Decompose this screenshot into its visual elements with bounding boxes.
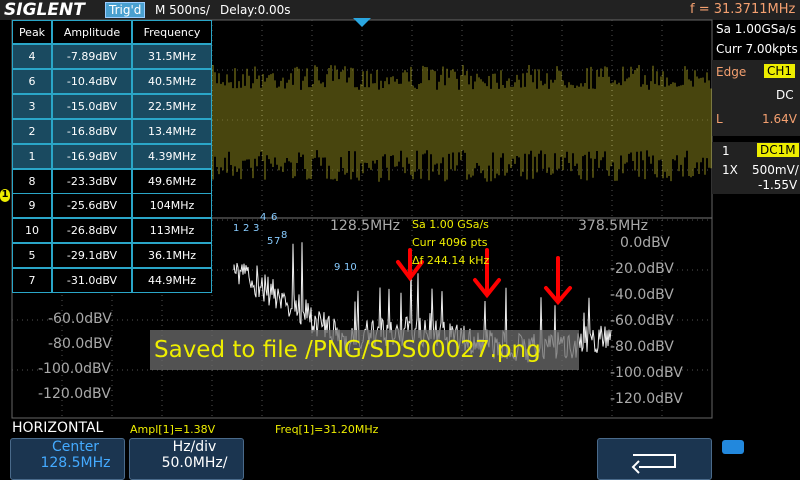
table-cell: -7.89dBV xyxy=(52,44,132,69)
table-cell: 4.39MHz xyxy=(132,143,212,169)
table-cell: -29.1dBV xyxy=(52,243,132,269)
table-cell: 49.6MHz xyxy=(132,168,212,194)
db-label: -120.0dBV xyxy=(38,386,111,402)
table-cell: 13.4MHz xyxy=(132,118,212,144)
db-label: -100.0dBV xyxy=(610,365,683,381)
peak-marker: 2 xyxy=(243,223,250,234)
vertical-offset: -1.55V xyxy=(758,178,798,192)
menu-title: HORIZONTAL xyxy=(12,420,104,436)
db-label: 0.0dBV xyxy=(620,235,670,251)
button-value: 50.0MHz/ xyxy=(161,455,228,471)
peak-marker: 8 xyxy=(281,230,288,241)
table-cell: -16.8dBV xyxy=(52,118,132,144)
db-label: -80.0dBV xyxy=(48,336,112,352)
trigger-level: 1.64V xyxy=(762,112,797,126)
fft-info: Δf 244.14 kHz xyxy=(412,254,490,267)
table-cell: 1 xyxy=(12,143,52,169)
trigger-position xyxy=(353,18,371,27)
table-cell: -26.8dBV xyxy=(52,218,132,244)
timebase: M 500ns/ xyxy=(155,3,210,17)
memory-depth: Curr 7.00kpts xyxy=(716,42,798,56)
table-cell: -10.4dBV xyxy=(52,68,132,94)
button-label: Center xyxy=(51,439,100,455)
table-cell: 44.9MHz xyxy=(132,268,212,294)
return-icon xyxy=(631,454,676,474)
delay: Delay:0.00s xyxy=(220,3,291,17)
db-label: -100.0dBV xyxy=(38,361,111,377)
table-cell: 7 xyxy=(12,268,52,294)
annotation-arrows xyxy=(396,248,572,306)
table-cell: 104MHz xyxy=(132,193,212,219)
trigger-coupling: DC xyxy=(776,88,794,102)
channel-marker: 1 xyxy=(0,189,10,202)
table-cell: -15.0dBV xyxy=(52,93,132,119)
db-label: -40.0dBV xyxy=(610,287,674,303)
table-header: Peak xyxy=(12,20,52,44)
fft-info: Sa 1.00 GSa/s xyxy=(412,218,489,231)
grid xyxy=(12,20,712,418)
peak-marker: 7 xyxy=(274,236,281,247)
table-cell: -23.3dBV xyxy=(52,168,132,194)
peak-marker: 9 xyxy=(334,262,341,273)
hzdiv-button[interactable]: Hz/div 50.0MHz/ xyxy=(129,438,244,480)
peak-marker: 3 xyxy=(253,223,260,234)
table-cell: 36.1MHz xyxy=(132,243,212,269)
table-cell: 2 xyxy=(12,118,52,144)
fft-info: Curr 4096 pts xyxy=(412,236,488,249)
waveform xyxy=(212,65,712,182)
freq-label: 378.5MHz xyxy=(578,218,649,234)
table-cell: 8 xyxy=(12,168,52,194)
center-button[interactable]: Center 128.5MHz xyxy=(10,438,125,480)
usb-icon[interactable] xyxy=(722,440,744,454)
trigger-type: Edge xyxy=(716,65,747,79)
table-cell: 113MHz xyxy=(132,218,212,244)
table-cell: 6 xyxy=(12,68,52,94)
table-cell: 31.5MHz xyxy=(132,44,212,69)
table-header: Frequency xyxy=(132,20,212,44)
sample-rate: Sa 1.00GSa/s xyxy=(716,22,797,36)
vertical-scale: 500mV/ xyxy=(752,163,799,177)
measurement: Ampl[1]=1.38V xyxy=(130,423,216,436)
freq-label: 128.5MHz xyxy=(330,218,401,234)
channel-coupling: DC1M xyxy=(757,143,799,157)
table-header: Amplitude xyxy=(52,20,132,44)
peak-marker: 6 xyxy=(271,212,278,223)
db-label: -120.0dBV xyxy=(610,391,683,407)
table-cell: -25.6dBV xyxy=(52,193,132,219)
trigger-status: Trig'd xyxy=(105,2,146,18)
status-message: Saved to file /PNG/SDS00027.png xyxy=(150,330,579,370)
db-label: -60.0dBV xyxy=(48,311,112,327)
table-cell: 10 xyxy=(12,218,52,244)
probe: 1X xyxy=(722,163,738,177)
table-cell: 4 xyxy=(12,44,52,69)
trigger-source: CH1 xyxy=(764,64,796,78)
table-cell: -31.0dBV xyxy=(52,268,132,294)
measurement: Freq[1]=31.20MHz xyxy=(275,423,379,436)
button-value: 128.5MHz xyxy=(40,455,111,471)
table-cell: 9 xyxy=(12,193,52,219)
return-button[interactable] xyxy=(597,438,712,480)
brand: SIGLENT xyxy=(4,0,85,20)
table-cell: 5 xyxy=(12,243,52,269)
table-cell: 3 xyxy=(12,93,52,119)
table-cell: 40.5MHz xyxy=(132,68,212,94)
button-label: Hz/div xyxy=(172,439,217,455)
peak-marker: 10 xyxy=(344,262,357,273)
peak-marker: 5 xyxy=(267,236,274,247)
frequency: f = 31.3711MHz xyxy=(690,2,796,17)
channel-number: 1 xyxy=(722,144,730,158)
db-label: -60.0dBV xyxy=(610,313,674,329)
db-label: -80.0dBV xyxy=(610,339,674,355)
peak-marker: 1 xyxy=(233,223,240,234)
level-label: L xyxy=(716,112,723,126)
db-label: -20.0dBV xyxy=(610,261,674,277)
peak-marker: 4 xyxy=(260,212,267,223)
table-cell: 22.5MHz xyxy=(132,93,212,119)
top-bar xyxy=(0,0,800,20)
table-cell: -16.9dBV xyxy=(52,143,132,169)
